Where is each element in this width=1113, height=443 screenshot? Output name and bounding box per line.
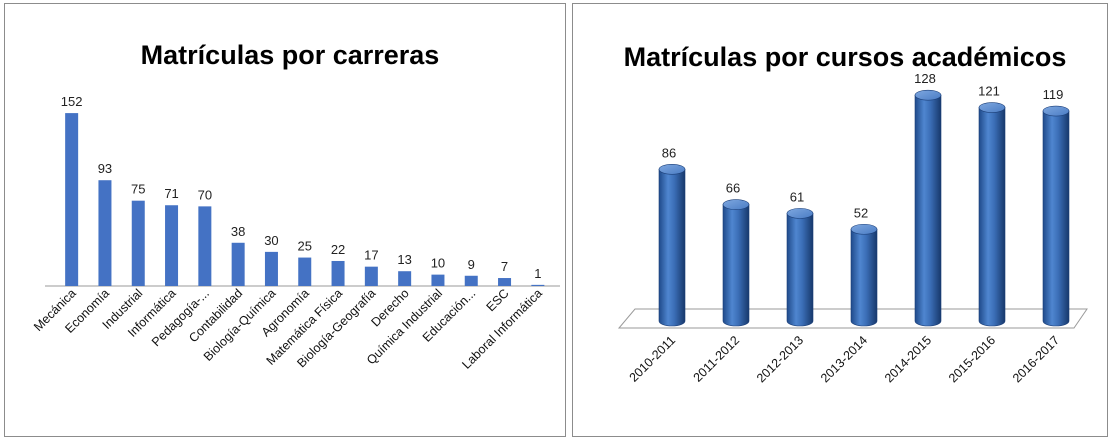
- tick-label: ESC: [484, 286, 512, 314]
- data-label: 71: [164, 186, 178, 201]
- bar: [65, 113, 79, 286]
- bar: [231, 242, 245, 286]
- data-label: 66: [726, 181, 740, 196]
- data-label: 128: [914, 71, 936, 86]
- chart-cursos: Matrículas por cursos académicos 86 2010-…: [617, 42, 1088, 385]
- data-label: 70: [198, 187, 212, 202]
- chart-panel-cursos: Matrículas por cursos académicos 86 2010-…: [572, 3, 1108, 437]
- data-label: 1: [534, 266, 541, 281]
- bar: [498, 278, 512, 286]
- bar: [978, 102, 1006, 327]
- bar: [398, 271, 412, 286]
- bar: [914, 89, 942, 327]
- data-label: 30: [264, 233, 278, 248]
- bar: [131, 200, 145, 286]
- data-label: 93: [98, 161, 112, 176]
- bar: [464, 275, 478, 286]
- tick-label: 2010-2011: [627, 333, 679, 385]
- bar: [165, 205, 179, 286]
- bar: [1042, 105, 1070, 327]
- tick-label: 2013-2014: [818, 333, 870, 385]
- bar: [722, 199, 750, 327]
- bar: [264, 251, 278, 286]
- bar: [364, 266, 378, 286]
- tick-label: 2012-2013: [754, 333, 806, 385]
- tick-label: 2011-2012: [691, 333, 743, 385]
- bar: [198, 206, 212, 286]
- tick-label: 2015-2016: [946, 333, 998, 385]
- bar: [98, 180, 112, 286]
- data-label: 9: [468, 257, 475, 272]
- tick-label: 2016-2017: [1010, 333, 1062, 385]
- data-label: 38: [231, 224, 245, 239]
- data-label: 152: [61, 94, 83, 109]
- bar: [786, 208, 814, 327]
- chart-title: Matrículas por carreras: [141, 40, 440, 70]
- data-label: 13: [397, 252, 411, 267]
- data-label: 52: [854, 205, 868, 220]
- data-label: 17: [364, 248, 378, 263]
- bar: [298, 257, 312, 286]
- bar: [531, 284, 545, 286]
- bar: [658, 163, 686, 327]
- data-label: 61: [790, 189, 804, 204]
- chart-panel-carreras: Matrículas por carreras 152 Mecánica 93 Eco…: [4, 3, 566, 437]
- bar: [331, 260, 345, 286]
- data-label: 7: [501, 259, 508, 274]
- bar: [431, 274, 445, 286]
- chart-carreras: Matrículas por carreras 152Mecánica93Eco…: [31, 40, 560, 372]
- chart-title: Matrículas por cursos académicos: [624, 42, 1067, 72]
- bar: [850, 223, 878, 327]
- data-label: 121: [978, 84, 1000, 99]
- data-label: 25: [298, 239, 312, 254]
- data-label: 119: [1043, 87, 1064, 102]
- data-label: 75: [131, 182, 145, 197]
- tick-label: 2014-2015: [882, 333, 934, 385]
- data-label: 86: [662, 145, 676, 160]
- data-label: 10: [431, 256, 445, 271]
- data-label: 22: [331, 242, 345, 257]
